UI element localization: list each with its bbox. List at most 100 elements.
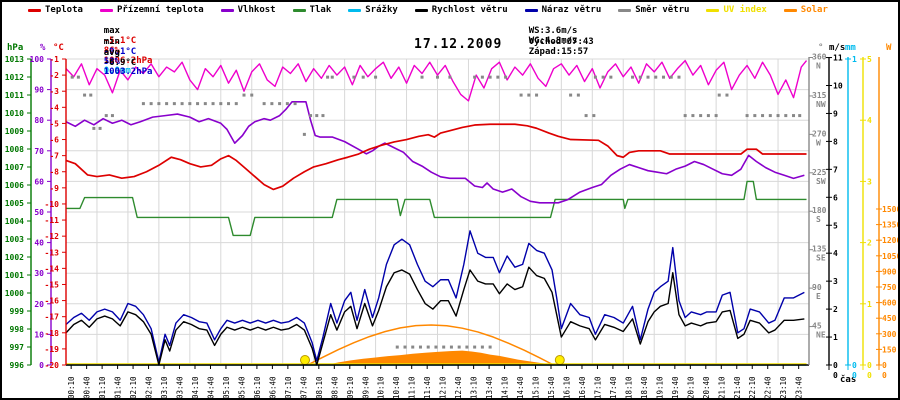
axis-tick-label: 1 <box>867 300 872 309</box>
x-axis-tick-label: 06:40 <box>268 376 277 399</box>
legend-item-label: Solar <box>800 5 828 15</box>
axis-tick-label: 135 <box>812 245 827 254</box>
axis-tick-label: -16 <box>45 297 60 306</box>
x-axis-tick-label: 19:40 <box>671 376 680 399</box>
axis-tick-label: 4 <box>833 249 838 258</box>
x-axis-tick-label: 23:10 <box>779 376 788 399</box>
x-axis-tick-label: 05:40 <box>237 376 246 399</box>
series <box>65 59 808 366</box>
x-axis-tick-label: 10:40 <box>392 376 401 399</box>
legend-item-teplota: Teplota <box>28 5 83 15</box>
axis-tick-label: 0 <box>882 361 887 370</box>
axis-tick-label: 0 <box>852 361 857 370</box>
x-axis-tick-label: 14:10 <box>501 376 510 399</box>
axis-uv: 5 4 3 2 1 00 <box>860 55 872 380</box>
axis-tick-label: 998 <box>10 325 25 334</box>
x-axis-tick-label: 20:40 <box>702 376 711 399</box>
sun-marker <box>554 355 565 365</box>
series-smer-vetru <box>70 75 802 349</box>
axis-tick-label: 1003 <box>5 235 24 244</box>
stats-min-temp: -9.1°C <box>103 47 137 57</box>
legend-swatch <box>524 8 538 12</box>
legend-swatch <box>28 8 41 12</box>
axis-tick-label: -2 <box>49 71 59 80</box>
axis-tick-label: -8 <box>49 168 59 177</box>
legend-swatch <box>220 8 234 12</box>
axis-tick-label: 1013 <box>5 55 24 64</box>
stats-max-temp: -5.1°C <box>103 36 137 46</box>
x-axis-tick-label: 10:10 <box>377 376 386 399</box>
axis-tick-label: 1010 <box>5 109 24 118</box>
axis-tick-label: 1500 <box>882 205 900 214</box>
axis-tick-label: 0 <box>852 371 857 380</box>
axis-tick-label: hPa <box>7 43 23 53</box>
x-axis-tick-label: 00:10 <box>67 376 76 399</box>
series-rychlost-vetru <box>65 266 805 366</box>
axis-tick-label: NE <box>816 331 826 340</box>
axis-tick-label: 30 <box>34 269 44 278</box>
axis-tick-label: N <box>816 61 821 70</box>
axis-tick-label: 1007 <box>5 163 24 172</box>
axis-tick-label: 150 <box>882 345 897 354</box>
legend-item-label: Přízemní teplota <box>116 5 204 15</box>
x-axis-tick-label: 01:40 <box>114 376 123 399</box>
x-axis-tick-label: 15:40 <box>547 376 556 399</box>
axis-tick-label: 996 <box>10 361 25 370</box>
x-axis-tick-label: 09:10 <box>346 376 355 399</box>
axis-tick-label: 0 <box>882 371 887 380</box>
x-axis-tick-label: 01:10 <box>98 376 107 399</box>
axis-tick-label: 1004 <box>5 217 24 226</box>
axis-tick-label: 997 <box>10 343 25 352</box>
stats-sunset: Západ:15:57 <box>528 47 589 57</box>
stats-min-humidity: 53% <box>103 57 120 67</box>
axis-tick-label: 50 <box>34 208 44 217</box>
stats-wind-speed: WS:3.6m/s <box>528 26 578 36</box>
axis-tick-label: 225 <box>812 168 827 177</box>
x-axis-tick-label: 16:10 <box>562 376 571 399</box>
stats-min-label: min <box>103 37 120 47</box>
axis-tick-label: 1002 <box>5 253 24 262</box>
axis-tick-label: -4 <box>49 103 59 112</box>
x-axis-tick-label: 20:10 <box>686 376 695 399</box>
axis-tick-label: 4 <box>867 116 872 125</box>
axis-tick-label: 10 <box>833 82 843 91</box>
axis-tick-label: 270 <box>812 129 827 138</box>
x-axis-tick-label: 07:40 <box>299 376 308 399</box>
legend-swatch <box>706 8 720 12</box>
axis-tick-label: čas <box>840 374 856 385</box>
axis-tick-label: 6 <box>833 193 838 202</box>
legend-item-uv-index: UV index <box>706 5 767 15</box>
axis-tick-label: 180 <box>812 206 827 215</box>
axis-tick-label: % <box>40 43 46 53</box>
axis-tick-label: 750 <box>882 283 897 292</box>
stats-avg-label: avg <box>103 48 120 58</box>
axis-tick-label: 1012 <box>5 73 24 82</box>
x-axis-tick-label: 00:40 <box>83 376 92 399</box>
axis-tick-label: -14 <box>45 264 60 273</box>
stats-max-rain: 0.0mm <box>103 66 131 76</box>
series-solar-fill <box>326 350 562 365</box>
axis-tick-label: 1006 <box>5 181 24 190</box>
axis-tick-label: 1008 <box>5 145 24 154</box>
axis-tick-label: W <box>816 138 821 147</box>
axis-temperature: °C -1 -2 -3 -4 -5 -6 -7 -8 -9 -10 -11 -12 -13 -14 -15 -1… <box>45 43 67 370</box>
stats-min-row: min -9.1°C 53% 1003.2hPa <box>82 27 153 87</box>
axis-tick-label: 1350 <box>882 221 900 230</box>
legend: Teplota Přízemní teplota Vlhkost Tlak Srážky… <box>28 5 828 15</box>
x-axis-tick-label: 15:10 <box>532 376 541 399</box>
axis-tick-label: 45 <box>812 322 822 331</box>
axis-tick-label: 2 <box>833 305 838 314</box>
stats-wind-row: WS:3.6m/s WG:4.8m/s <box>507 16 599 56</box>
x-axis-tick-label: 03:40 <box>176 376 185 399</box>
legend-item-n-raz-v-tru: Náraz větru <box>524 5 601 15</box>
legend-swatch <box>292 8 306 12</box>
axis-tick-label: 360 <box>812 52 827 61</box>
legend-item-label: Tlak <box>309 5 332 15</box>
legend-item-label: Směr větru <box>635 5 690 15</box>
legend-item-vlhkost: Vlhkost <box>220 5 276 15</box>
axis-tick-label: 90 <box>812 283 822 292</box>
axis-tick-label: 1050 <box>882 252 900 261</box>
x-axis-tick-label: 22:10 <box>748 376 757 399</box>
axis-tick-label: 1001 <box>5 271 24 280</box>
